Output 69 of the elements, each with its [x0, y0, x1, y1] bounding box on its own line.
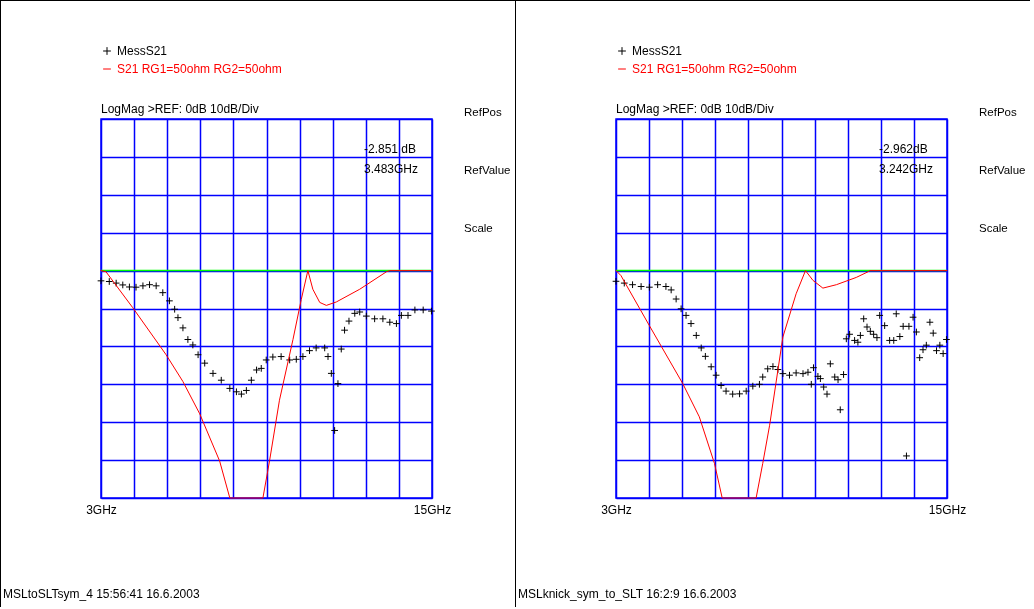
point: [152, 281, 161, 290]
point: [320, 344, 329, 352]
legend-label: S21 RG1=50ohm RG2=50ohm: [632, 62, 797, 76]
point: [247, 376, 256, 385]
point: [209, 369, 217, 378]
point: [194, 350, 202, 359]
text: LogMag >REF: 0dB 10dB/Div: [616, 102, 774, 116]
point: [277, 352, 285, 361]
point: [355, 308, 364, 316]
legend-label: S21 RG1=50ohm RG2=50ohm: [117, 62, 282, 76]
point: [327, 369, 336, 378]
point: [299, 352, 307, 361]
x-tick-label: 3GHz: [86, 502, 117, 517]
text: RefValue: [979, 164, 1026, 176]
point: [324, 352, 332, 361]
text: Scale: [464, 222, 493, 234]
point: [334, 379, 342, 388]
x-tick-label: 15GHz: [928, 502, 967, 517]
text: RefPos: [979, 106, 1017, 118]
text: MSLtoSLTsym_4 15:56:41 16.6.2003: [3, 587, 200, 601]
point: [112, 279, 121, 287]
point: [257, 364, 266, 373]
point: [118, 281, 127, 289]
point: [397, 311, 406, 320]
point: [350, 309, 359, 318]
point: [252, 366, 261, 374]
point: [105, 277, 114, 286]
point: [362, 312, 371, 320]
point: [312, 344, 320, 352]
point: [337, 345, 346, 353]
point: [404, 311, 412, 320]
point: [200, 359, 209, 368]
legend-label: MessS21: [632, 44, 683, 58]
point: [217, 376, 226, 385]
point: [392, 319, 401, 328]
point: [170, 305, 179, 314]
point: [125, 283, 134, 291]
point: [379, 314, 387, 323]
point: [345, 317, 353, 325]
point: [305, 346, 314, 355]
point: [262, 356, 271, 364]
point: [145, 280, 154, 289]
point: [225, 384, 234, 393]
point: [419, 306, 428, 314]
point: [370, 314, 379, 323]
point: [242, 386, 251, 395]
point: [268, 353, 277, 361]
point: [285, 356, 294, 364]
point: [411, 306, 419, 314]
point: [158, 288, 167, 297]
point: [340, 326, 349, 335]
text: Scale: [979, 222, 1008, 234]
point: [174, 313, 182, 322]
point: [97, 276, 105, 285]
text: RefValue: [464, 164, 511, 176]
legend-label: MessS21: [117, 44, 168, 58]
text: RefPos: [464, 106, 502, 118]
point: [132, 283, 140, 292]
point: [385, 318, 394, 327]
point: [330, 426, 339, 435]
point: [165, 296, 174, 305]
text: MSLknick_sym_to_SLT 16:2:9 16.6.2003: [518, 587, 737, 601]
text: LogMag >REF: 0dB 10dB/Div: [101, 102, 259, 116]
point: [179, 324, 187, 332]
point: [292, 355, 301, 364]
x-tick-label: 15GHz: [413, 502, 452, 517]
point: [427, 307, 436, 315]
point: [139, 281, 147, 290]
x-tick-label: 3GHz: [601, 502, 632, 517]
